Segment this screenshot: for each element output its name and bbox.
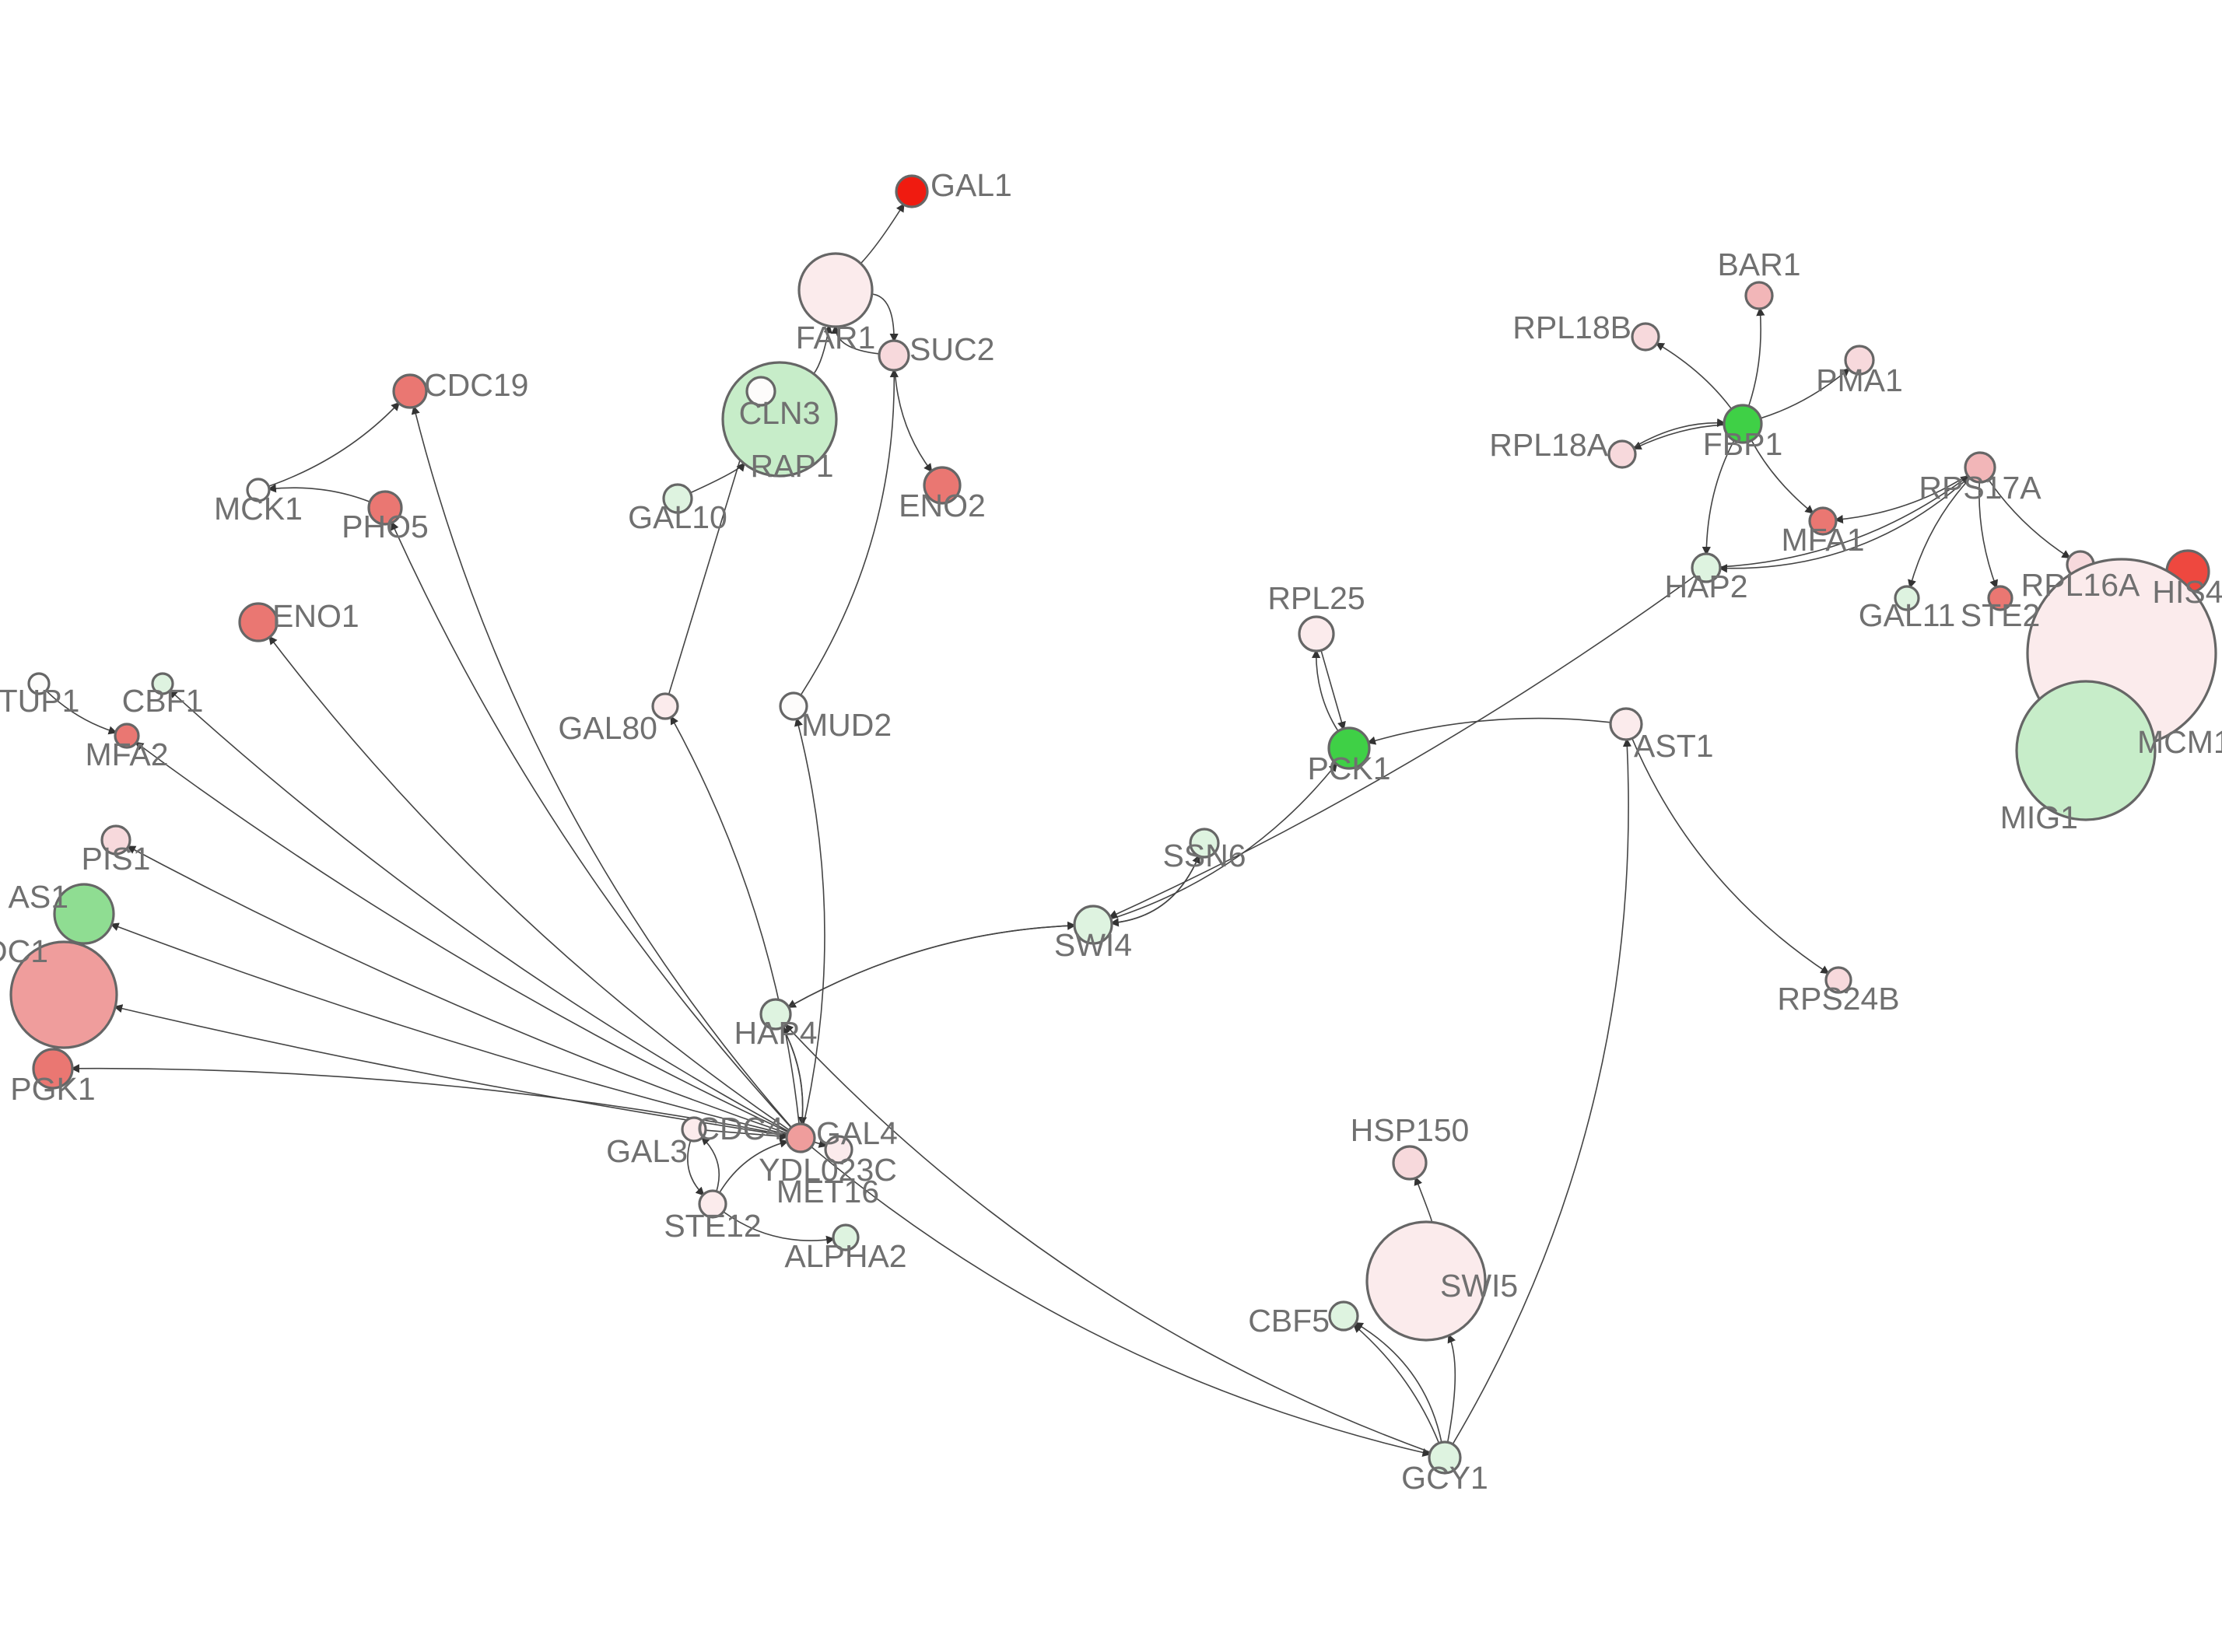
svg-text:MFA2: MFA2 xyxy=(85,737,168,772)
svg-text:CDC19: CDC19 xyxy=(424,367,528,403)
svg-text:ALPHA2: ALPHA2 xyxy=(784,1238,906,1274)
svg-text:SWI5: SWI5 xyxy=(1440,1268,1518,1304)
svg-text:HAP4: HAP4 xyxy=(734,1015,817,1051)
svg-text:MIG1: MIG1 xyxy=(2000,800,2078,835)
svg-text:GAL3: GAL3 xyxy=(606,1133,688,1169)
svg-text:RAP1: RAP1 xyxy=(750,448,833,484)
svg-text:GAL4: GAL4 xyxy=(816,1115,898,1151)
svg-text:RPS24B: RPS24B xyxy=(1777,981,1899,1017)
svg-text:MET16: MET16 xyxy=(776,1174,879,1209)
svg-text:GCY1: GCY1 xyxy=(1401,1460,1488,1496)
svg-text:RPL18B: RPL18B xyxy=(1512,310,1631,345)
svg-text:PCK1: PCK1 xyxy=(1307,751,1390,786)
svg-text:PHO5: PHO5 xyxy=(342,509,429,544)
svg-text:RPL25: RPL25 xyxy=(1267,580,1365,616)
svg-text:FAR1: FAR1 xyxy=(796,320,876,355)
svg-text:HIS4: HIS4 xyxy=(2152,574,2222,610)
svg-text:RPS17A: RPS17A xyxy=(1919,470,2042,506)
svg-text:CBF1: CBF1 xyxy=(122,683,204,719)
svg-text:HAP2: HAP2 xyxy=(1664,569,1747,604)
svg-text:CLN3: CLN3 xyxy=(739,395,821,431)
svg-text:GAL1: GAL1 xyxy=(931,167,1012,203)
svg-text:FBP1: FBP1 xyxy=(1703,426,1783,462)
svg-text:SSN6: SSN6 xyxy=(1162,838,1246,873)
svg-text:TUP1: TUP1 xyxy=(0,683,79,719)
svg-text:MFA1: MFA1 xyxy=(1781,522,1864,558)
svg-text:PMA1: PMA1 xyxy=(1816,362,1903,398)
svg-text:GAL11: GAL11 xyxy=(1859,597,1956,633)
svg-text:AST1: AST1 xyxy=(1634,728,1714,764)
svg-text:SWI4: SWI4 xyxy=(1054,927,1132,963)
svg-text:PIS1: PIS1 xyxy=(82,841,151,877)
svg-text:GAL80: GAL80 xyxy=(558,710,657,746)
svg-text:GAL10: GAL10 xyxy=(628,499,727,535)
svg-text:RPL18A: RPL18A xyxy=(1489,427,1608,463)
svg-text:MCM1: MCM1 xyxy=(2137,724,2222,760)
svg-text:CBF5: CBF5 xyxy=(1248,1303,1330,1339)
svg-text:CDC4: CDC4 xyxy=(696,1111,783,1146)
svg-text:ENO2: ENO2 xyxy=(899,488,986,523)
svg-text:PGK1: PGK1 xyxy=(10,1071,95,1107)
svg-text:AS1: AS1 xyxy=(9,879,69,915)
svg-text:MUD2: MUD2 xyxy=(801,707,892,743)
svg-text:ENO1: ENO1 xyxy=(272,598,359,634)
svg-text:BAR1: BAR1 xyxy=(1717,247,1800,282)
svg-text:MCK1: MCK1 xyxy=(214,491,303,527)
svg-text:SUC2: SUC2 xyxy=(909,331,994,367)
svg-text:STE12: STE12 xyxy=(664,1208,761,1244)
svg-text:HSP150: HSP150 xyxy=(1351,1112,1470,1148)
svg-text:PDC1: PDC1 xyxy=(0,933,48,969)
svg-text:RPL16A: RPL16A xyxy=(2021,567,2140,603)
